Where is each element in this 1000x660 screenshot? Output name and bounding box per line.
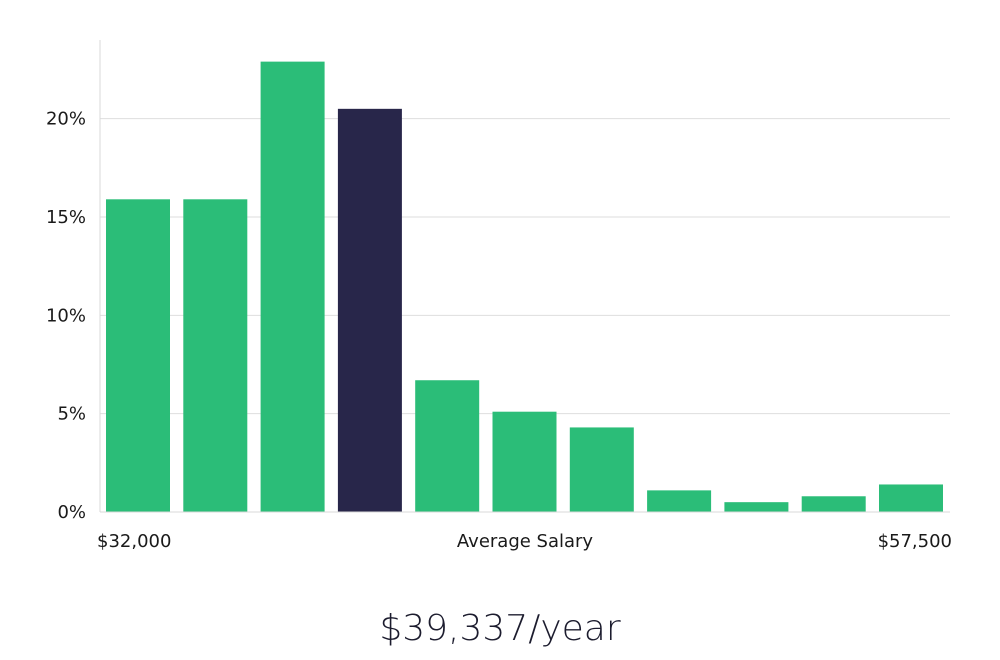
y-tick-labels: 0% 5% 10% 15% 20% [46, 109, 86, 523]
bars [106, 61, 943, 513]
bar [183, 199, 248, 513]
bar [260, 61, 325, 513]
bar [647, 490, 712, 512]
y-tick-label: 0% [57, 502, 86, 523]
bar [569, 427, 634, 512]
y-tick-label: 15% [46, 207, 86, 228]
x-min-label: $32,000 [97, 531, 171, 552]
highlighted-bar [337, 108, 402, 512]
x-axis-title: Average Salary [457, 531, 594, 552]
y-tick-label: 5% [57, 404, 86, 425]
salary-distribution-chart: 0% 5% 10% 15% 20% $32,000 Average Salary $57… [46, 40, 952, 552]
x-max-label: $57,500 [878, 531, 952, 552]
bar [801, 496, 866, 512]
y-tick-label: 20% [46, 109, 86, 130]
bar [106, 199, 170, 513]
bar [415, 380, 480, 512]
average-salary-value: $39,337/year [379, 608, 621, 649]
bar [879, 484, 943, 512]
y-tick-label: 10% [46, 305, 86, 326]
bar [492, 411, 557, 512]
bar [724, 502, 789, 512]
